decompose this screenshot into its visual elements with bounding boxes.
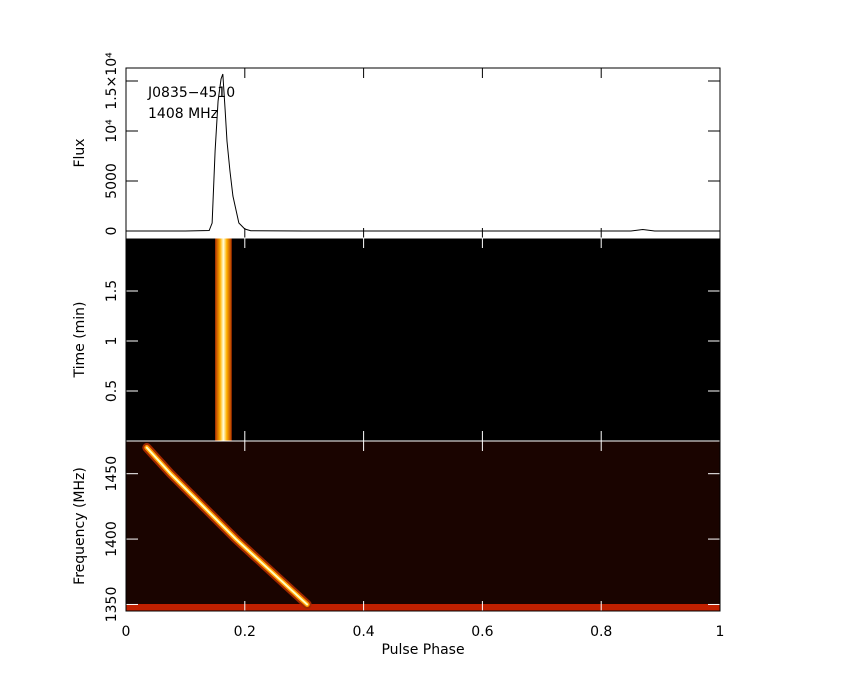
y-tick-label: 1350 <box>104 587 120 623</box>
x-tick-label: 0.8 <box>590 624 612 640</box>
annotation: J0835−4510 <box>147 85 235 101</box>
annotation: 1408 MHz <box>148 106 218 122</box>
y-tick-label: 5000 <box>104 163 120 199</box>
x-tick-label: 0.6 <box>471 624 493 640</box>
y-axis-label: Time (min) <box>72 301 88 378</box>
y-tick-label: 1.5×10⁴ <box>104 52 120 110</box>
profile-line <box>126 73 720 232</box>
pulse-band <box>215 238 232 441</box>
y-axis-label: Flux <box>72 138 88 167</box>
x-tick-label: 0.2 <box>234 624 256 640</box>
y-tick-label: 1450 <box>104 456 120 492</box>
heatmap-band <box>126 604 720 611</box>
y-tick-label: 1400 <box>104 521 120 557</box>
y-tick-label: 0.5 <box>104 380 120 402</box>
y-tick-label: 1 <box>104 337 120 346</box>
dispersion-sweep <box>145 446 309 606</box>
heatmap-background <box>126 441 720 611</box>
x-axis-label: Pulse Phase <box>381 642 464 658</box>
y-tick-label: 10⁴ <box>104 119 120 143</box>
x-tick-label: 0 <box>122 624 131 640</box>
x-tick-label: 0.4 <box>352 624 374 640</box>
y-axis-label: Frequency (MHz) <box>72 467 88 585</box>
outer-frame <box>125 67 721 612</box>
x-tick-label: 1 <box>716 624 725 640</box>
y-tick-label: 1.5 <box>104 280 120 302</box>
y-tick-label: 0 <box>104 227 120 236</box>
